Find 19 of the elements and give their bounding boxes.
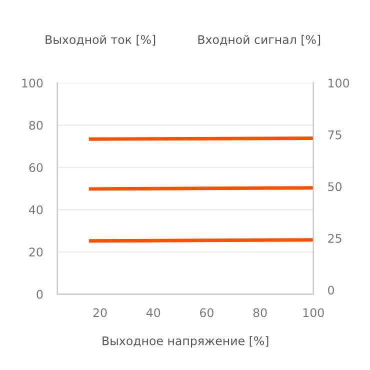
y2-tick-label: 0 xyxy=(328,286,334,295)
x-tick-label: 60 xyxy=(200,308,214,318)
y-tick-label: 20 xyxy=(29,248,43,257)
y-tick-label: 0 xyxy=(36,290,43,299)
x-tick-label: 20 xyxy=(93,308,107,318)
y-axis-title: Выходной ток [%] xyxy=(46,34,156,46)
y-tick-label: 80 xyxy=(29,120,43,130)
y-tick-label: 60 xyxy=(29,163,43,172)
y-tick-label: 100 xyxy=(22,78,43,88)
y2-tick-label: 75 xyxy=(328,130,342,140)
y2-tick-label: 25 xyxy=(328,234,342,243)
x-tick-label: 100 xyxy=(303,308,324,318)
x-tick-label: 80 xyxy=(253,308,267,318)
x-tick-label: 40 xyxy=(146,308,160,318)
x-axis-title: Выходное напряжение [%] xyxy=(102,336,268,348)
y2-tick-label: 50 xyxy=(328,182,342,192)
y2-axis-title: Входной сигнал [%] xyxy=(198,34,320,46)
y2-tick-label: 100 xyxy=(328,78,350,88)
y-tick-label: 40 xyxy=(29,205,43,214)
